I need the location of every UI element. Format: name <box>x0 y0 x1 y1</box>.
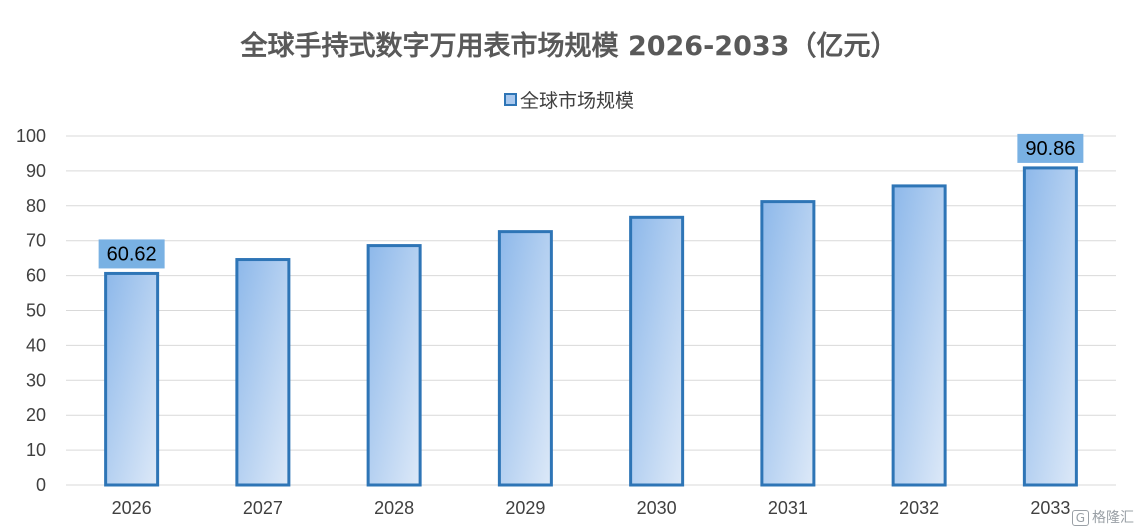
x-tick-label: 2028 <box>374 498 414 518</box>
data-label: 60.62 <box>107 243 157 265</box>
y-tick-label: 30 <box>26 370 46 390</box>
x-axis-ticks: 2026 2027 2028 2029 2030 2031 2032 2033 <box>112 498 1071 518</box>
chart-title: 全球手持式数字万用表市场规模 2026-2033（亿元） <box>240 31 898 62</box>
x-tick-label: 2030 <box>637 498 677 518</box>
bar-2030 <box>629 215 685 487</box>
bar-2029 <box>497 230 553 487</box>
data-label: 90.86 <box>1025 138 1075 160</box>
y-tick-label: 10 <box>26 440 46 460</box>
y-tick-label: 50 <box>26 301 46 321</box>
y-tick-label: 20 <box>26 405 46 425</box>
x-tick-label: 2031 <box>768 498 808 518</box>
bars <box>104 166 1078 487</box>
y-tick-label: 80 <box>26 196 46 216</box>
watermark-text: 格隆汇 <box>1092 510 1134 526</box>
bar-2032 <box>891 184 947 487</box>
gridlines <box>66 135 1116 486</box>
gelonghui-logo-icon: G <box>1071 510 1089 526</box>
legend: 全球市场规模 <box>0 86 1138 113</box>
bar-2026 <box>104 271 160 487</box>
y-tick-label: 70 <box>26 231 46 251</box>
y-tick-label: 90 <box>26 161 46 181</box>
watermark: G 格隆汇 <box>1071 507 1134 527</box>
bar-2028 <box>366 244 422 487</box>
bar-2027 <box>235 258 291 487</box>
y-tick-label: 0 <box>36 475 46 495</box>
x-tick-label: 2027 <box>243 498 283 518</box>
bar-2033 <box>1022 166 1078 487</box>
y-tick-label: 100 <box>16 126 46 146</box>
bar-2031 <box>760 200 816 487</box>
x-tick-label: 2026 <box>112 498 152 518</box>
y-tick-label: 60 <box>26 266 46 286</box>
x-tick-label: 2033 <box>1030 498 1070 518</box>
x-tick-label: 2029 <box>505 498 545 518</box>
data-labels: 60.62 90.86 <box>98 133 1084 269</box>
y-tick-label: 40 <box>26 335 46 355</box>
data-label-box <box>98 239 165 269</box>
x-tick-label: 2032 <box>899 498 939 518</box>
data-label-box <box>1017 133 1084 163</box>
legend-swatch <box>503 93 517 106</box>
legend-label: 全球市场规模 <box>519 90 634 112</box>
y-axis-ticks: 0 10 20 30 40 50 60 70 80 90 100 <box>16 126 46 495</box>
